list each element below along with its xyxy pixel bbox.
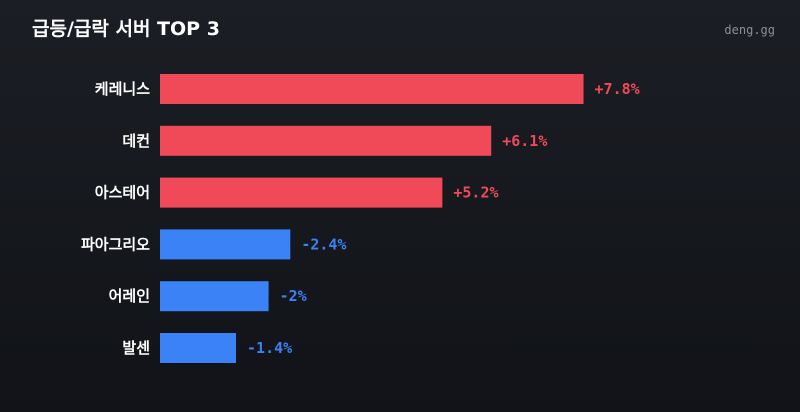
category-label: 파아그리오 [81, 235, 150, 253]
category-label: 케레니스 [95, 80, 150, 98]
value-label: -1.4% [247, 339, 292, 357]
bar [160, 229, 291, 260]
chart-title: 급등/급락 서버 TOP 3 [32, 18, 220, 40]
category-label: 발센 [122, 339, 150, 357]
bar [160, 74, 584, 104]
value-label: +6.1% [502, 132, 547, 150]
value-label: +5.2% [453, 184, 498, 202]
value-label: -2% [280, 287, 307, 305]
value-label: +7.8% [595, 80, 640, 98]
brand-watermark: deng.gg [724, 23, 775, 37]
value-label: -2.4% [301, 235, 346, 253]
bar [160, 125, 492, 156]
bar [160, 177, 443, 208]
category-label: 어레인 [109, 287, 150, 305]
category-label: 아스테어 [95, 184, 150, 202]
category-label: 데컨 [122, 132, 150, 150]
bar [160, 281, 269, 312]
bar [160, 333, 237, 363]
